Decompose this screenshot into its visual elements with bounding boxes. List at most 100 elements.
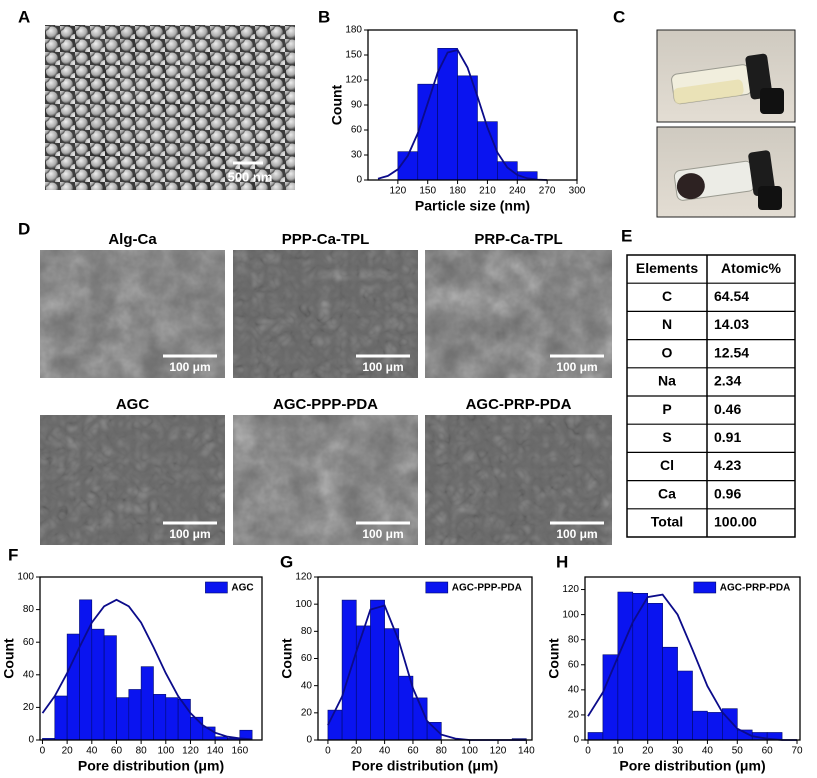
x-axis-label: Pore distribution (μm) — [619, 758, 765, 774]
x-tick-label: 80 — [136, 746, 148, 757]
scale-bar-label: 500 nm — [228, 169, 273, 184]
scale-bar-label: 100 μm — [362, 360, 403, 374]
x-tick-label: 0 — [40, 746, 46, 757]
y-tick-label: 180 — [345, 25, 362, 36]
histogram-bar — [647, 603, 663, 741]
histogram-bar — [327, 709, 343, 741]
vial-photos — [656, 29, 796, 218]
panel-label: F — [8, 545, 18, 564]
vial-contents — [676, 173, 705, 200]
legend-swatch — [205, 581, 228, 594]
y-axis-label: Count — [546, 638, 562, 679]
y-tick-label: 100 — [562, 609, 579, 620]
x-tick-label: 100 — [461, 746, 478, 757]
sem-texture — [45, 25, 295, 190]
x-tick-label: 30 — [672, 746, 684, 757]
y-tick-label: 120 — [562, 584, 579, 595]
table-cell: 12.54 — [714, 344, 749, 360]
histogram-bar — [692, 710, 708, 741]
x-tick-label: 60 — [407, 746, 419, 757]
x-tick-label: 80 — [436, 746, 448, 757]
panel-labels: A B C D E F G H — [8, 7, 632, 571]
scale-bar-label: 100 μm — [169, 360, 210, 374]
y-tick-label: 30 — [351, 150, 363, 161]
sem-texture — [40, 250, 225, 378]
y-tick-label: 0 — [573, 735, 579, 746]
vial-cap — [745, 53, 773, 100]
x-tick-label: 300 — [569, 186, 586, 197]
table-cell: 14.03 — [714, 316, 749, 332]
y-tick-label: 120 — [345, 75, 362, 86]
histogram-bar — [417, 83, 438, 181]
cap — [760, 88, 784, 114]
y-tick-label: 100 — [17, 572, 34, 583]
y-tick-label: 20 — [301, 707, 313, 718]
vial-liquid — [671, 53, 773, 105]
x-tick-label: 120 — [490, 746, 507, 757]
x-tick-label: 120 — [390, 186, 407, 197]
y-tick-label: 60 — [568, 659, 580, 670]
x-axis-label: Pore distribution (μm) — [352, 758, 498, 774]
y-tick-label: 0 — [306, 735, 312, 746]
table-cell: S — [662, 429, 671, 445]
scale-bar-label: 100 μm — [556, 360, 597, 374]
x-tick-label: 160 — [231, 746, 248, 757]
y-tick-label: 120 — [295, 572, 312, 583]
panel-label: B — [318, 7, 330, 26]
image-title: AGC-PRP-PDA — [466, 396, 572, 413]
legend-label: AGC — [231, 583, 253, 594]
plot-frame — [584, 576, 801, 741]
y-axis-label: Count — [279, 638, 295, 679]
legend-swatch — [425, 581, 449, 594]
vial-contents — [673, 79, 744, 104]
x-tick-label: 40 — [86, 746, 98, 757]
table-cell: Cl — [660, 457, 674, 473]
cap — [758, 186, 782, 210]
histogram-bar — [116, 697, 130, 741]
legend-label: AGC-PRP-PDA — [720, 583, 791, 594]
x-tick-label: 50 — [732, 746, 744, 757]
sem-images-d: Alg-Ca 100 μm PPP-Ca-TPL 100 μm PRP-Ca-TPL 10… — [40, 231, 612, 545]
histogram-bar — [54, 695, 68, 741]
scale-bar-label: 100 μm — [362, 527, 403, 541]
table-cell: P — [662, 401, 671, 417]
histogram-bar — [91, 628, 105, 741]
x-axis-label: Pore distribution (μm) — [78, 758, 224, 774]
table-cell: C — [662, 288, 672, 304]
sem-texture — [425, 250, 612, 378]
panel-label: E — [621, 226, 632, 245]
panel-label: H — [556, 552, 568, 571]
table-cell: Na — [658, 373, 676, 389]
table-cell: 0.91 — [714, 429, 741, 445]
panel-label: D — [18, 219, 30, 238]
y-tick-label: 80 — [568, 634, 580, 645]
y-tick-label: 60 — [301, 653, 313, 664]
element-table: Elements Atomic% C 64.54 N 14.03 O 12.54 Na 2.34 P… — [626, 254, 796, 538]
x-tick-label: 0 — [325, 746, 331, 757]
x-tick-label: 140 — [518, 746, 535, 757]
table-cell: 2.34 — [714, 373, 741, 389]
legend-label: AGC-PPP-PDA — [452, 583, 522, 594]
x-tick-label: 20 — [642, 746, 654, 757]
y-tick-label: 0 — [356, 175, 362, 186]
histogram-bar — [140, 666, 154, 741]
x-tick-label: 10 — [612, 746, 624, 757]
y-tick-label: 60 — [351, 125, 363, 136]
y-tick-label: 80 — [23, 604, 35, 615]
y-axis-label: Count — [329, 84, 345, 125]
x-tick-label: 210 — [479, 186, 496, 197]
y-tick-label: 60 — [23, 637, 35, 648]
sem-image-a: 500 nm — [45, 25, 295, 190]
x-tick-label: 20 — [62, 746, 74, 757]
histogram-bar — [662, 646, 678, 741]
histogram-bar — [153, 694, 167, 741]
vial-gel — [673, 150, 776, 201]
histogram-bar — [190, 716, 204, 741]
image-title: AGC-PPP-PDA — [273, 396, 378, 413]
fit-curve — [587, 593, 797, 741]
x-tick-label: 140 — [207, 746, 224, 757]
y-tick-label: 40 — [568, 684, 580, 695]
histogram-bar — [707, 712, 723, 741]
y-tick-label: 40 — [23, 669, 35, 680]
